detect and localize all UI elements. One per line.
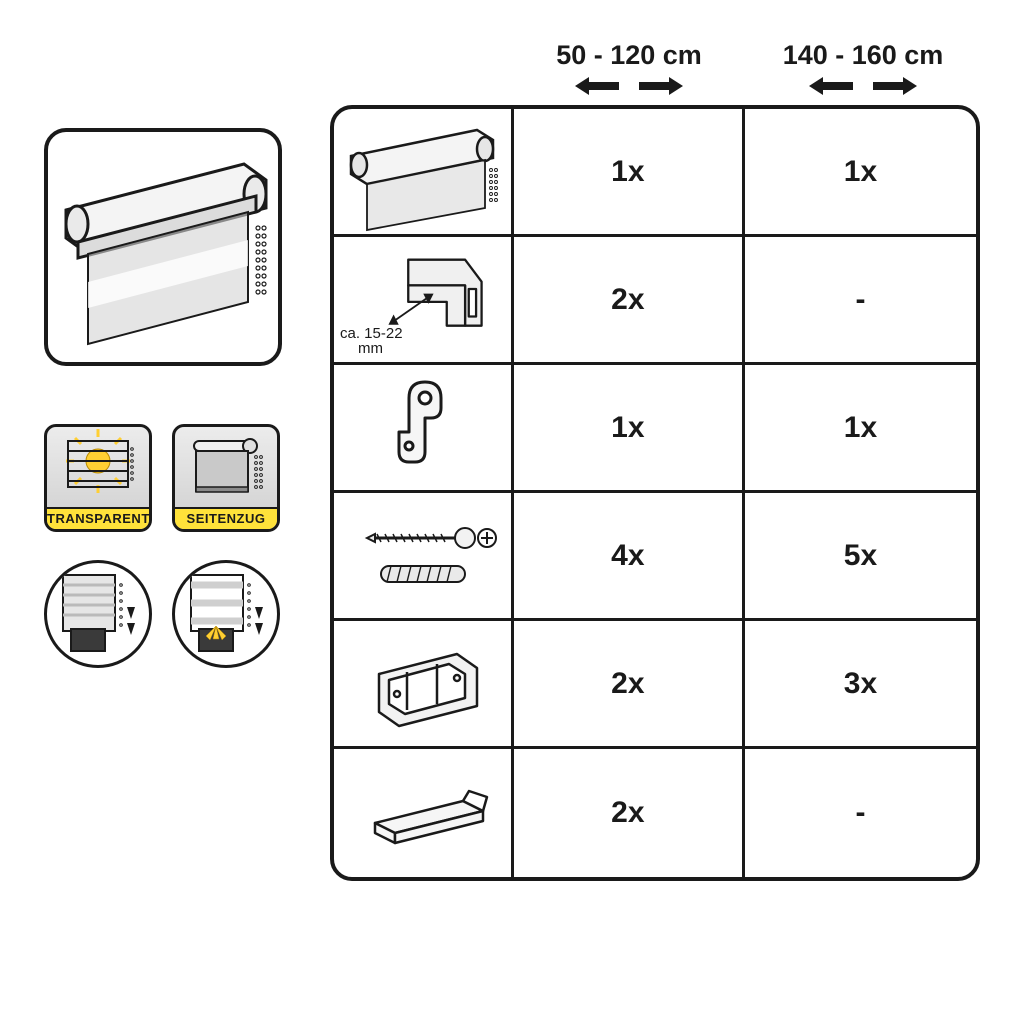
qty-cell: - <box>745 237 976 362</box>
parts-table: 1x 1x <box>330 105 980 881</box>
part-icon-cell <box>334 749 514 877</box>
header-col-1: 50 - 120 cm <box>512 40 746 71</box>
qty-cell: 1x <box>745 109 976 234</box>
part-icon-cell <box>334 621 514 746</box>
part-icon-cell: ca. 15-22 mm <box>334 237 514 362</box>
header-col-2: 140 - 160 cm <box>746 40 980 71</box>
badge-seitenzug-label: SEITENZUG <box>175 507 277 529</box>
product-illustration <box>44 128 282 366</box>
circle-closed-icon <box>47 563 149 665</box>
column-headers: 50 - 120 cm 140 - 160 cm <box>512 40 980 71</box>
circle-badges <box>44 560 282 668</box>
arrow-left-icon <box>575 77 619 95</box>
arrow-right-icon <box>873 77 917 95</box>
qty-cell: 1x <box>514 365 745 490</box>
arrow-left-icon <box>809 77 853 95</box>
table-row: ca. 15-22 mm 2x - <box>334 237 976 365</box>
chain-holder-icon <box>337 368 507 488</box>
feature-badges: TRANSPARENT SEITENZUG <box>44 424 282 532</box>
part-icon-cell <box>334 493 514 618</box>
circle-closed <box>44 560 152 668</box>
qty-cell: 2x <box>514 237 745 362</box>
qty-cell: 2x <box>514 749 745 877</box>
table-row: 2x 3x <box>334 621 976 749</box>
screw-dowel-icon <box>337 496 507 616</box>
table-row: 1x 1x <box>334 109 976 237</box>
parts-table-wrap: 50 - 120 cm 140 - 160 cm <box>330 40 980 881</box>
qty-cell: 1x <box>745 365 976 490</box>
circle-open <box>172 560 280 668</box>
roller-blind-icon <box>337 112 507 232</box>
arrows-col-1 <box>512 77 746 95</box>
badge-seitenzug: SEITENZUG <box>172 424 280 532</box>
arrows-col-2 <box>746 77 980 95</box>
qty-cell: 3x <box>745 621 976 746</box>
table-row: 4x 5x <box>334 493 976 621</box>
transparent-icon <box>48 427 148 507</box>
qty-cell: 1x <box>514 109 745 234</box>
header-arrows <box>512 77 980 95</box>
badge-transparent-label: TRANSPARENT <box>47 507 149 529</box>
circle-open-icon <box>175 563 277 665</box>
qty-cell: - <box>745 749 976 877</box>
roller-blind-large-icon <box>48 132 278 362</box>
badge-transparent: TRANSPARENT <box>44 424 152 532</box>
qty-cell: 5x <box>745 493 976 618</box>
clamp-note-line2: mm <box>358 340 383 357</box>
part-icon-cell <box>334 365 514 490</box>
part-icon-cell <box>334 109 514 234</box>
left-column: TRANSPARENT SEITENZUG <box>44 128 282 668</box>
qty-cell: 4x <box>514 493 745 618</box>
arrow-right-icon <box>639 77 683 95</box>
clamp-dimension-note: ca. 15-22 mm <box>340 326 403 356</box>
qty-cell: 2x <box>514 621 745 746</box>
adhesive-pad-icon <box>337 753 507 873</box>
table-row: 2x - <box>334 749 976 877</box>
seitenzug-icon <box>176 427 276 507</box>
mount-bracket-icon <box>337 624 507 744</box>
table-row: 1x 1x <box>334 365 976 493</box>
